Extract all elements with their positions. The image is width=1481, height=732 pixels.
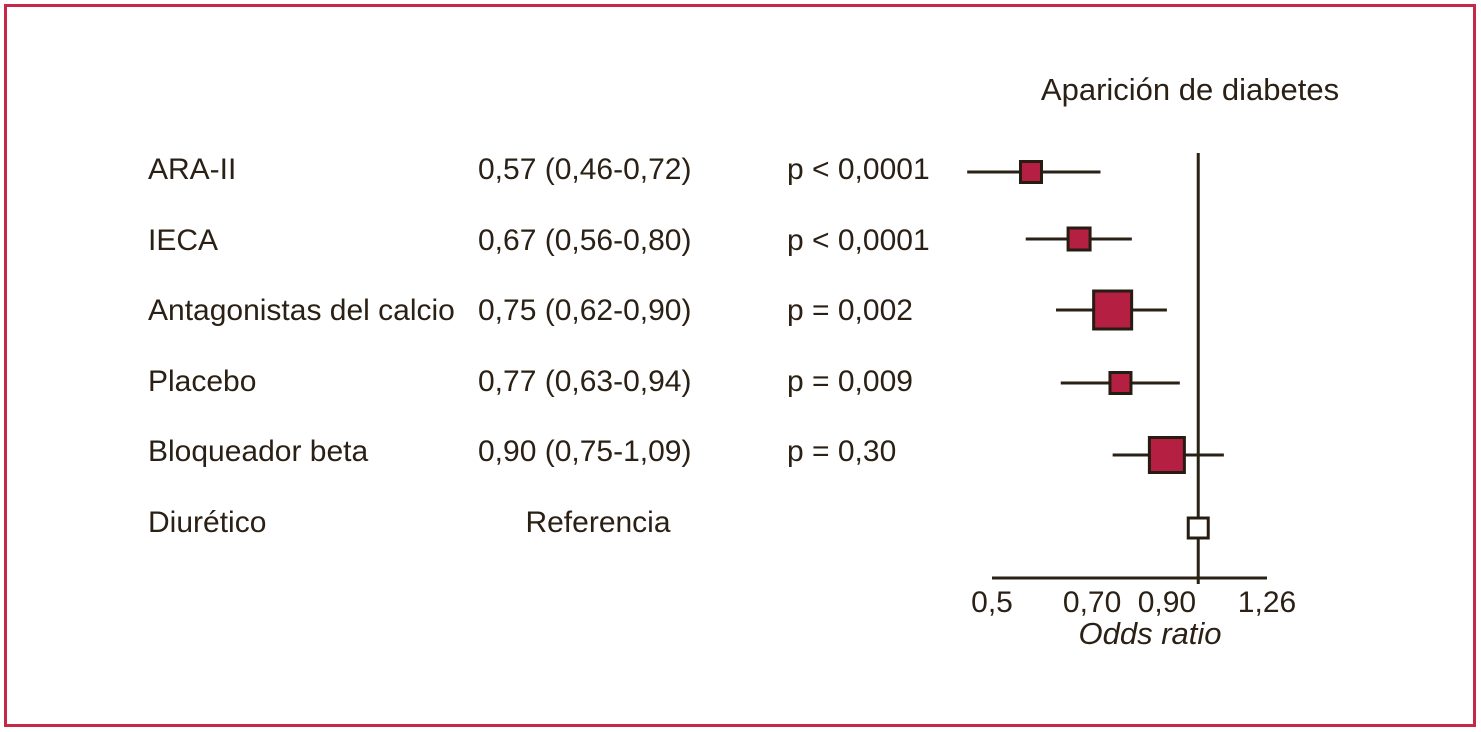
table-row: Bloqueador beta 0,90 (0,75-1,09) p = 0,3…	[0, 436, 1481, 468]
odds-ratio-marker-square	[1066, 226, 1092, 252]
row-estimate: 0,75 (0,62-0,90)	[478, 294, 692, 327]
table-row: Antagonistas del calcio 0,75 (0,62-0,90)…	[0, 295, 1481, 327]
x-tick-label: 0,90	[1138, 586, 1196, 619]
row-pvalue: p < 0,0001	[787, 224, 930, 257]
table-row: Placebo 0,77 (0,63-0,94) p = 0,009	[0, 366, 1481, 398]
row-label: Antagonistas del calcio	[148, 294, 455, 327]
x-tick-label: 1,26	[1238, 586, 1296, 619]
odds-ratio-marker-square	[1092, 289, 1134, 331]
row-label: Placebo	[148, 365, 257, 398]
row-label: Diurético	[148, 506, 267, 539]
row-estimate: 0,67 (0,56-0,80)	[478, 224, 692, 257]
odds-ratio-marker-square	[1018, 160, 1043, 184]
table-row: ARA-II 0,57 (0,46-0,72) p < 0,0001	[0, 154, 1481, 186]
chart-title: Aparición de diabetes	[1040, 72, 1340, 107]
table-row: IECA 0,67 (0,56-0,80) p < 0,0001	[0, 225, 1481, 257]
row-pvalue: p = 0,009	[787, 365, 913, 398]
row-estimate: 0,90 (0,75-1,09)	[478, 435, 692, 468]
row-pvalue: p < 0,0001	[787, 153, 930, 186]
row-estimate: 0,57 (0,46-0,72)	[478, 153, 692, 186]
row-label: ARA-II	[148, 153, 237, 186]
row-pvalue: p = 0,30	[787, 435, 897, 468]
reference-marker-square	[1186, 516, 1210, 540]
row-label: Bloqueador beta	[148, 435, 369, 468]
odds-ratio-marker-square	[1108, 371, 1133, 395]
x-tick-label: 0,5	[971, 586, 1013, 619]
row-label: IECA	[148, 224, 219, 257]
x-axis-label: Odds ratio	[1078, 616, 1222, 651]
odds-ratio-marker-square	[1147, 436, 1186, 474]
row-estimate: 0,77 (0,63-0,94)	[478, 365, 692, 398]
row-pvalue: p = 0,002	[787, 294, 913, 327]
x-tick-label: 0,70	[1063, 586, 1121, 619]
table-row: Diurético Referencia	[0, 507, 1481, 539]
row-estimate: Referencia	[525, 506, 671, 539]
